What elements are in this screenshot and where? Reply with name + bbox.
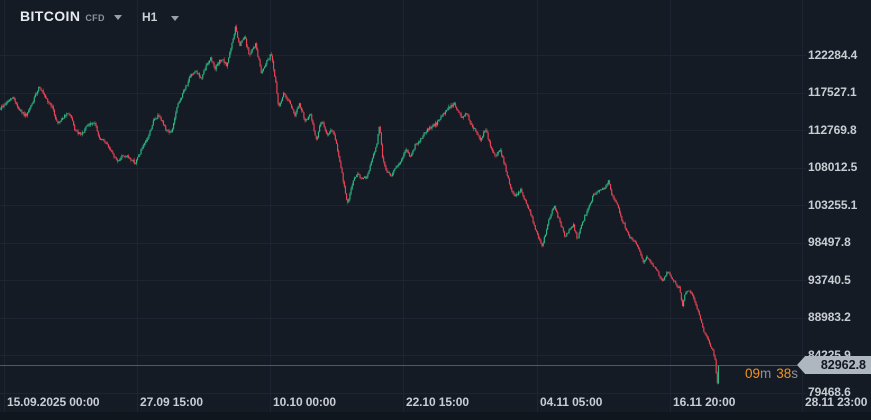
- price-axis[interactable]: 122284.4 117527.1 112769.8 108012.5 103255.1…: [805, 0, 871, 412]
- time-tick-label: 27.09 15:00: [140, 395, 203, 409]
- current-price-label: 82962.8: [797, 356, 871, 374]
- up-candle-bodies: [0, 26, 720, 384]
- timeframe-selector[interactable]: H1: [142, 10, 180, 24]
- chart-header: BITCOIN CFD H1: [0, 0, 871, 34]
- bottom-edge: [0, 412, 871, 420]
- price-tick-label: 112769.8: [808, 122, 857, 137]
- price-tick-label: 79468.6: [808, 385, 851, 399]
- time-tick-label: 16.11 20:00: [673, 395, 736, 409]
- price-tick-label: 93740.5: [808, 272, 851, 287]
- time-axis[interactable]: 15.09.2025 00:00 27.09 15:00 10.10 00:00 22…: [0, 392, 871, 412]
- price-tick-label: 108012.5: [808, 160, 858, 174]
- price-tick-label: 88983.2: [808, 310, 851, 324]
- time-tick-label: 22.10 15:00: [406, 395, 469, 409]
- price-tick-label: 117527.1: [808, 85, 857, 99]
- price-tick-label: 98497.8: [808, 235, 851, 249]
- timeframe-label: H1: [142, 10, 158, 24]
- current-price-line: [0, 365, 797, 366]
- down-candle-bodies: [2, 26, 718, 384]
- time-tick-label: 15.09.2025 00:00: [7, 395, 100, 409]
- chevron-down-icon: [171, 15, 180, 21]
- time-tick-label: 04.11 05:00: [540, 395, 603, 409]
- price-tick-label: 103255.1: [808, 197, 858, 212]
- down-candle-wicks: [2, 24, 718, 385]
- price-tick-label: 122284.4: [808, 47, 858, 62]
- chevron-down-icon: [113, 14, 122, 20]
- time-tick-label: 10.10 00:00: [273, 395, 336, 409]
- time-tick-label: 28.11 23:00: [805, 395, 868, 409]
- symbol-name: BITCOIN: [20, 8, 81, 24]
- instrument-type-badge: CFD: [85, 12, 105, 23]
- up-candle-wicks: [0, 25, 719, 385]
- symbol-selector[interactable]: BITCOIN CFD: [20, 8, 122, 24]
